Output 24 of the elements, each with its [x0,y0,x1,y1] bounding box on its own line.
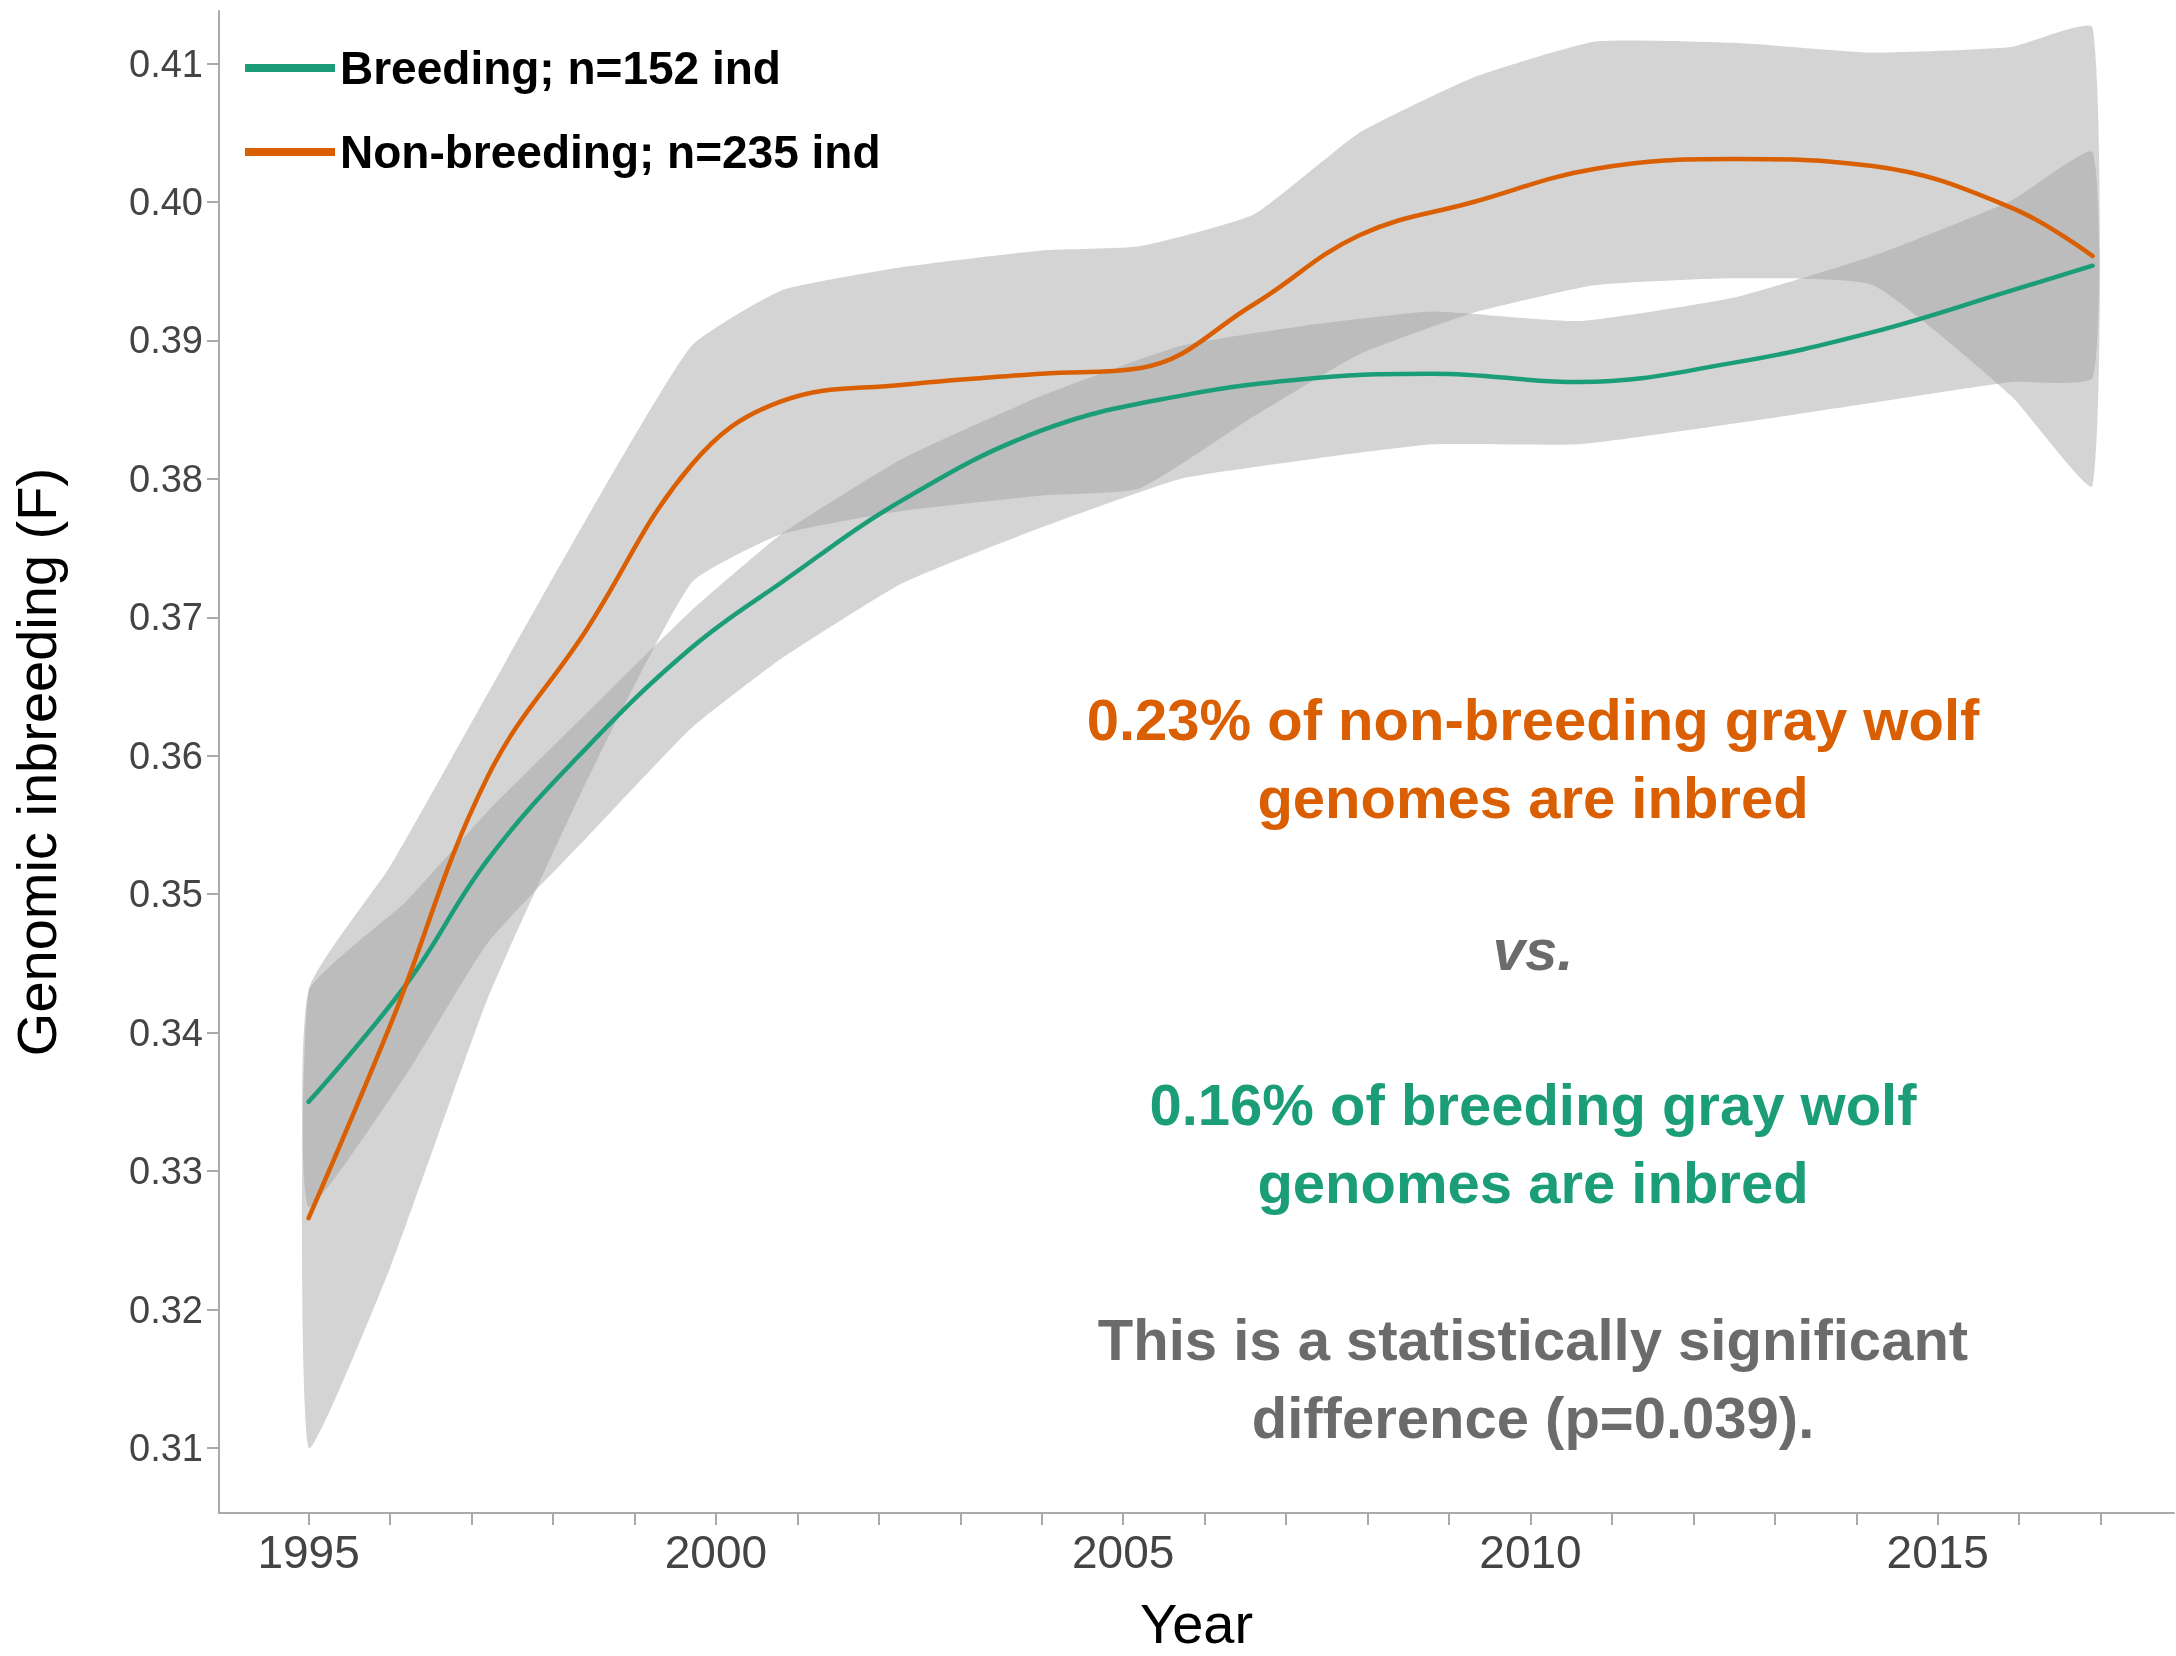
x-tick-label: 1995 [257,1526,360,1578]
x-axis-title: Year [1139,1591,1254,1655]
annotation: vs. [1492,916,1574,982]
y-tick-label: 0.38 [129,457,203,500]
y-tick-label: 0.36 [129,734,203,777]
y-tick-label: 0.37 [129,596,203,639]
legend-label: Non-breeding; n=235 ind [340,126,881,178]
x-tick-label: 2005 [1072,1526,1175,1578]
y-tick-label: 0.40 [129,181,203,224]
x-tick-label: 2000 [664,1526,768,1578]
y-tick-label: 0.33 [129,1150,203,1193]
x-tick-label: 2010 [1479,1526,1582,1578]
y-tick-label: 0.39 [129,319,203,362]
y-tick-label: 0.32 [129,1288,203,1331]
y-tick-label: 0.31 [129,1426,203,1469]
annotation: This is a statistically significant difference (p=0.039). [1097,1306,1969,1450]
x-tick-label: 2015 [1886,1526,1989,1578]
y-tick-label: 0.34 [129,1011,203,1054]
annotation: 0.23% of non-breeding gray wolf genomes are inbred [1086,686,1981,830]
annotation: 0.16% of breeding gray wolf genomes are inbred [1149,1071,1918,1215]
y-tick-label: 0.35 [129,873,203,916]
y-axis-title: Genomic inbreeding (F) [4,467,68,1057]
legend-label: Breeding; n=152 ind [340,42,781,94]
y-tick-label: 0.41 [129,42,203,85]
